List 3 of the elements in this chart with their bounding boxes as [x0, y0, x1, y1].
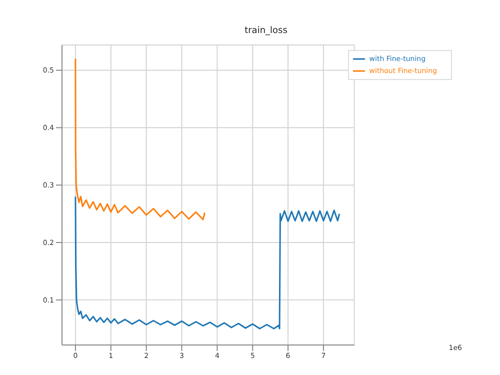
line-series — [74, 58, 206, 220]
line-series — [74, 196, 340, 330]
chart-title: train_loss — [244, 26, 288, 36]
